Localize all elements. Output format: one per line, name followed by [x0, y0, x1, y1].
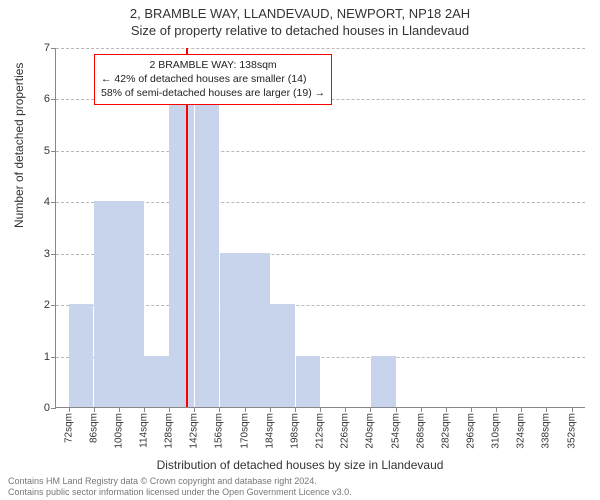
plot-area: 0123456772sqm86sqm100sqm114sqm128sqm142s…: [55, 48, 585, 408]
xtick-label: 212sqm: [315, 413, 326, 449]
xtick-mark: [396, 407, 397, 412]
xtick-label: 198sqm: [289, 413, 300, 449]
xtick-label: 184sqm: [264, 413, 275, 449]
histogram-bar: [296, 356, 321, 407]
xtick-mark: [169, 407, 170, 412]
xtick-mark: [94, 407, 95, 412]
histogram-bar: [94, 201, 119, 407]
histogram-bar: [144, 356, 169, 407]
gridline-h: [56, 48, 585, 49]
ytick-mark: [51, 357, 56, 358]
ytick-label: 4: [44, 196, 50, 208]
xtick-label: 226sqm: [340, 413, 351, 449]
footer-attribution: Contains HM Land Registry data © Crown c…: [8, 476, 352, 499]
gridline-h: [56, 151, 585, 152]
ytick-mark: [51, 99, 56, 100]
xtick-mark: [245, 407, 246, 412]
xtick-mark: [471, 407, 472, 412]
info-box-line: 2 BRAMBLE WAY: 138sqm: [101, 58, 325, 72]
histogram-bar: [119, 201, 144, 407]
footer-line-1: Contains HM Land Registry data © Crown c…: [8, 476, 352, 487]
xtick-label: 86sqm: [88, 413, 99, 443]
info-box: 2 BRAMBLE WAY: 138sqm← 42% of detached h…: [94, 54, 332, 105]
info-box-line: 58% of semi-detached houses are larger (…: [101, 86, 325, 100]
histogram-bar: [270, 304, 295, 407]
xtick-label: 338sqm: [541, 413, 552, 449]
xtick-mark: [546, 407, 547, 412]
ytick-mark: [51, 151, 56, 152]
ytick-mark: [51, 202, 56, 203]
info-box-line: ← 42% of detached houses are smaller (14…: [101, 72, 325, 86]
xtick-mark: [446, 407, 447, 412]
xtick-label: 142sqm: [189, 413, 200, 449]
xtick-mark: [69, 407, 70, 412]
xtick-label: 268sqm: [415, 413, 426, 449]
ytick-mark: [51, 305, 56, 306]
ytick-label: 0: [44, 402, 50, 414]
xtick-mark: [320, 407, 321, 412]
histogram-bar: [371, 356, 396, 407]
histogram-bar: [169, 98, 194, 407]
xtick-label: 324sqm: [516, 413, 527, 449]
chart-title-sub: Size of property relative to detached ho…: [0, 21, 600, 42]
ytick-label: 7: [44, 42, 50, 54]
ytick-label: 5: [44, 145, 50, 157]
xtick-label: 170sqm: [239, 413, 250, 449]
ytick-mark: [51, 408, 56, 409]
histogram-bar: [220, 253, 245, 407]
ytick-label: 1: [44, 351, 50, 363]
ytick-mark: [51, 254, 56, 255]
xtick-mark: [119, 407, 120, 412]
xtick-label: 310sqm: [491, 413, 502, 449]
ytick-mark: [51, 48, 56, 49]
xtick-mark: [295, 407, 296, 412]
ytick-label: 6: [44, 93, 50, 105]
xtick-mark: [219, 407, 220, 412]
xtick-label: 114sqm: [139, 413, 150, 448]
xtick-label: 352sqm: [566, 413, 577, 449]
x-axis-label: Distribution of detached houses by size …: [0, 458, 600, 472]
xtick-mark: [496, 407, 497, 412]
xtick-mark: [345, 407, 346, 412]
xtick-label: 100sqm: [113, 413, 124, 449]
xtick-mark: [421, 407, 422, 412]
chart-title-main: 2, BRAMBLE WAY, LLANDEVAUD, NEWPORT, NP1…: [0, 0, 600, 21]
xtick-mark: [370, 407, 371, 412]
xtick-label: 128sqm: [164, 413, 175, 449]
footer-line-2: Contains public sector information licen…: [8, 487, 352, 498]
xtick-label: 254sqm: [390, 413, 401, 449]
xtick-mark: [521, 407, 522, 412]
histogram-bar: [195, 98, 220, 407]
xtick-mark: [144, 407, 145, 412]
xtick-mark: [194, 407, 195, 412]
xtick-label: 156sqm: [214, 413, 225, 449]
xtick-label: 240sqm: [365, 413, 376, 449]
plot-region: 0123456772sqm86sqm100sqm114sqm128sqm142s…: [55, 48, 585, 408]
y-axis-label: Number of detached properties: [12, 63, 26, 228]
xtick-label: 296sqm: [466, 413, 477, 449]
xtick-label: 72sqm: [63, 413, 74, 443]
xtick-label: 282sqm: [440, 413, 451, 449]
ytick-label: 2: [44, 299, 50, 311]
xtick-mark: [270, 407, 271, 412]
histogram-bar: [69, 304, 94, 407]
histogram-bar: [245, 253, 270, 407]
xtick-mark: [572, 407, 573, 412]
ytick-label: 3: [44, 248, 50, 260]
